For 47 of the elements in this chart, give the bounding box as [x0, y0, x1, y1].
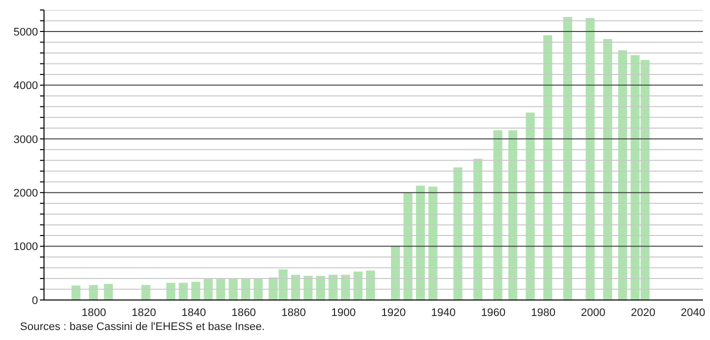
x-tick-label: 1960: [481, 306, 506, 319]
x-tick-label: 2000: [580, 306, 606, 319]
bar: [526, 112, 535, 300]
bar: [241, 279, 250, 300]
bar: [166, 282, 176, 300]
bar: [453, 167, 462, 300]
bar: [473, 158, 482, 300]
x-tick-label: 2040: [680, 306, 706, 319]
y-tick-label: 3000: [14, 134, 38, 146]
bar: [563, 16, 572, 300]
x-tick-label: 1920: [381, 306, 406, 319]
bar: [228, 279, 238, 300]
x-tick-label: 1820: [132, 306, 156, 319]
bar: [390, 246, 400, 300]
bar: [603, 39, 612, 300]
y-tick-label: 4000: [14, 80, 38, 92]
x-tick-label: 1860: [231, 306, 256, 319]
bar: [354, 272, 363, 300]
bar: [216, 279, 226, 300]
x-tick-label: 1900: [331, 306, 356, 319]
x-tick-label: 1800: [82, 306, 106, 319]
bar: [403, 192, 412, 300]
bar: [178, 282, 188, 300]
y-tick-label: 1000: [14, 241, 38, 254]
y-tick-label: 5000: [14, 26, 38, 38]
bar: [71, 286, 80, 300]
bar: [618, 50, 628, 300]
bar: [191, 282, 200, 300]
y-tick-label: 2000: [14, 188, 38, 200]
x-tick-label: 1840: [182, 306, 206, 319]
bar: [104, 284, 113, 300]
bar: [586, 18, 595, 300]
bar: [366, 270, 375, 300]
bar: [428, 186, 438, 300]
x-tick-label: 1880: [281, 306, 306, 319]
bar: [141, 284, 150, 300]
bar: [493, 130, 502, 300]
source-note: Sources : base Cassini de l'EHESS et base Insee.: [20, 321, 265, 333]
bar: [416, 186, 425, 300]
x-tick-label: 1940: [431, 306, 456, 319]
bar: [88, 284, 98, 300]
y-tick-label: 0: [32, 294, 38, 307]
x-tick-label: 1980: [531, 306, 556, 319]
bar: [254, 279, 263, 300]
x-tick-label: 2020: [630, 306, 656, 319]
bar: [543, 35, 552, 300]
bar: [508, 130, 518, 300]
